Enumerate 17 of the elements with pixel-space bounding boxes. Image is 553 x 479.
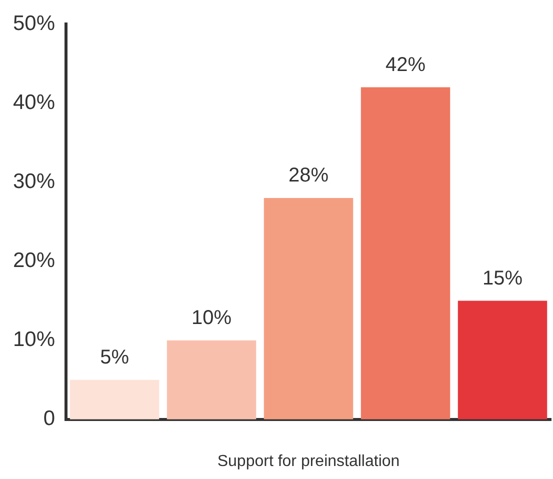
- y-tick-label: 30%: [13, 170, 56, 193]
- y-tick-label: 10%: [13, 328, 56, 352]
- x-axis-title: Support for preinstallation: [217, 452, 400, 470]
- data-label: 42%: [385, 54, 426, 76]
- data-label: 10%: [192, 306, 232, 329]
- y-tick-label: 40%: [13, 90, 56, 114]
- bar: [264, 198, 354, 420]
- bar: [70, 380, 160, 420]
- bar: [166, 340, 256, 420]
- bar: [360, 87, 450, 420]
- y-tick-label: 50%: [13, 12, 56, 35]
- y-tick-label: 20%: [13, 249, 56, 272]
- y-tick-label: 0: [43, 407, 56, 430]
- data-label: 28%: [288, 164, 329, 186]
- bar: [458, 300, 548, 420]
- data-label: 15%: [482, 267, 523, 290]
- data-label: 5%: [100, 346, 130, 368]
